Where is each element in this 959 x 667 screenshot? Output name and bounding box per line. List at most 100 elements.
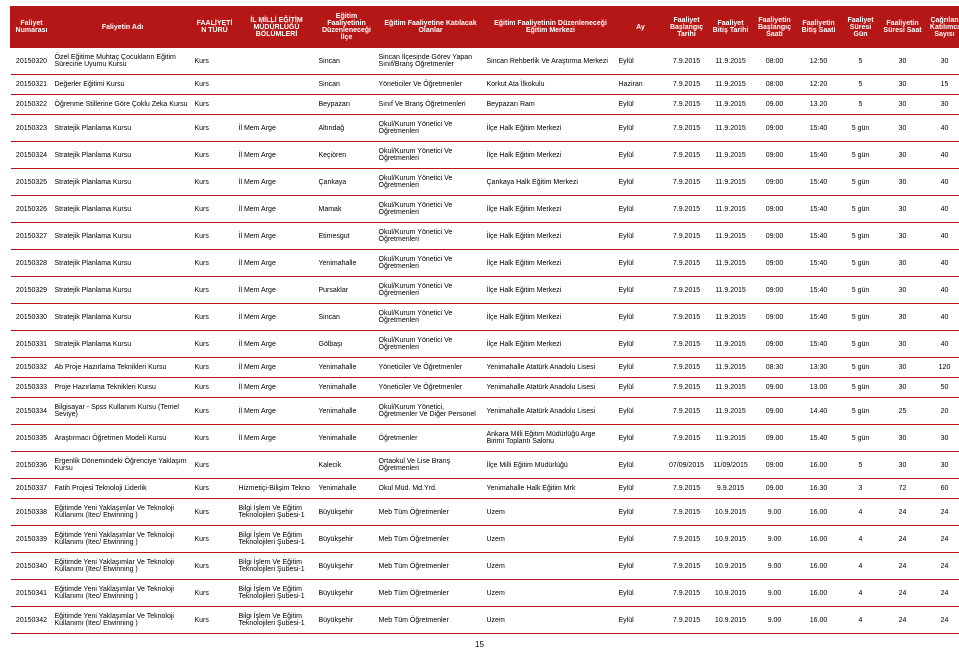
cell: Değerler Eğitimi Kursu <box>53 75 193 95</box>
cell: 15:40 <box>797 277 841 304</box>
cell: Stratejik Planlama Kursu <box>53 277 193 304</box>
cell: 30 <box>925 48 959 75</box>
cell: Büyükşehir <box>317 526 377 553</box>
cell: 40 <box>925 169 959 196</box>
cell: Okul/Kurum Yönetici Ve Öğretmenleri <box>377 196 485 223</box>
cell: 11.9.2015 <box>709 358 753 378</box>
cell: Eylül <box>617 499 665 526</box>
cell: 40 <box>925 331 959 358</box>
cell: 30 <box>881 425 925 452</box>
cell: 7.9.2015 <box>665 75 709 95</box>
cell: 7.9.2015 <box>665 223 709 250</box>
cell: Kurs <box>193 250 237 277</box>
cell: Yenimahalle <box>317 250 377 277</box>
cell: 13.00 <box>797 378 841 398</box>
cell: 16.00 <box>797 526 841 553</box>
cell: Okul/Kurum Yönetici Ve Öğretmenleri <box>377 142 485 169</box>
col-header: Faliyet Numarası <box>11 7 53 48</box>
cell: Eylül <box>617 607 665 634</box>
cell: Eylül <box>617 331 665 358</box>
cell: 30 <box>881 378 925 398</box>
cell: 30 <box>881 48 925 75</box>
cell: Stratejik Planlama Kursu <box>53 142 193 169</box>
cell: 15:40 <box>797 142 841 169</box>
cell: Sınıf Ve Branş Öğretmenleri <box>377 95 485 115</box>
cell: Çankaya Halk Eğitim Merkezi <box>485 169 617 196</box>
cell: 7.9.2015 <box>665 607 709 634</box>
table-row: 20150328Stratejik Planlama KursuKursİl M… <box>11 250 959 277</box>
cell: 11.9.2015 <box>709 331 753 358</box>
cell: 08:30 <box>753 358 797 378</box>
cell: 5 gün <box>841 115 881 142</box>
table-row: 20150333Proje Hazırlama Teknikleri Kursu… <box>11 378 959 398</box>
cell: Kurs <box>193 398 237 425</box>
cell: Eylül <box>617 277 665 304</box>
table-row: 20150329Stratejik Planlama KursuKursİl M… <box>11 277 959 304</box>
cell: Stratejik Planlama Kursu <box>53 196 193 223</box>
cell: Haziran <box>617 75 665 95</box>
cell: Proje Hazırlama Teknikleri Kursu <box>53 378 193 398</box>
cell: 11.9.2015 <box>709 398 753 425</box>
cell: İlçe Milli Eğitim Müdürlüğü <box>485 452 617 479</box>
cell: Kalecik <box>317 452 377 479</box>
cell: İl Mem Arge <box>237 304 317 331</box>
col-header: Eğitim Faaliyetinin Düzenleneceği İlçe <box>317 7 377 48</box>
cell <box>237 75 317 95</box>
cell: 30 <box>881 169 925 196</box>
cell: İlçe Halk Eğitim Merkezi <box>485 115 617 142</box>
cell: İl Mem Arge <box>237 331 317 358</box>
col-header: Faaliyetin Süresi Saat <box>881 7 925 48</box>
cell: İl Mem Arge <box>237 142 317 169</box>
cell: 10.9.2015 <box>709 553 753 580</box>
cell: Kurs <box>193 526 237 553</box>
cell: İlçe Halk Eğitim Merkezi <box>485 304 617 331</box>
cell: 13:30 <box>797 358 841 378</box>
cell: 40 <box>925 196 959 223</box>
cell: 5 <box>841 452 881 479</box>
cell <box>237 452 317 479</box>
cell: Uzem <box>485 526 617 553</box>
cell: 7.9.2015 <box>665 499 709 526</box>
col-header: Faaliyet Süresi Gün <box>841 7 881 48</box>
cell: Uzem <box>485 607 617 634</box>
cell: 15:40 <box>797 223 841 250</box>
cell: Eylül <box>617 452 665 479</box>
table-row: 20150341Eğitimde Yeni Yaklaşımlar Ve Tek… <box>11 580 959 607</box>
cell: 20150339 <box>11 526 53 553</box>
cell: 11.9.2015 <box>709 95 753 115</box>
cell: Bilgi İşlem Ve Eğitim Teknolojileri Şube… <box>237 526 317 553</box>
cell: 09.00 <box>753 425 797 452</box>
col-header: Eğitim Faaliyetine Katılacak Olanlar <box>377 7 485 48</box>
cell: 16.00 <box>797 499 841 526</box>
cell: 09:00 <box>753 115 797 142</box>
table-row: 20150323Stratejik Planlama KursuKursİl M… <box>11 115 959 142</box>
cell: 30 <box>881 277 925 304</box>
cell: Mamak <box>317 196 377 223</box>
cell: 4 <box>841 580 881 607</box>
cell: Araştırmacı Öğretmen Modeli Kursu <box>53 425 193 452</box>
cell: 09.00 <box>753 479 797 499</box>
cell: 5 gün <box>841 277 881 304</box>
cell: 7.9.2015 <box>665 425 709 452</box>
cell: Eğitimde Yeni Yaklaşımlar Ve Teknoloji K… <box>53 526 193 553</box>
cell: Kurs <box>193 378 237 398</box>
cell: Uzem <box>485 580 617 607</box>
cell: 30 <box>881 142 925 169</box>
cell: Büyükşehir <box>317 553 377 580</box>
cell: 12:20 <box>797 75 841 95</box>
cell: Bilgisayar - Spss Kullanım Kursu (Temel … <box>53 398 193 425</box>
cell: 09:00 <box>753 169 797 196</box>
cell: 24 <box>881 553 925 580</box>
cell: 30 <box>881 75 925 95</box>
cell: 24 <box>925 499 959 526</box>
cell: Eylül <box>617 223 665 250</box>
cell: 20150338 <box>11 499 53 526</box>
table-header-row: Faliyet NumarasıFaliyetin AdıFAALİYETİN … <box>11 7 959 48</box>
cell: 24 <box>881 607 925 634</box>
cell: Meb Tüm Öğretmenler <box>377 580 485 607</box>
cell: Kurs <box>193 607 237 634</box>
cell: Eylül <box>617 358 665 378</box>
cell: 40 <box>925 223 959 250</box>
cell: Kurs <box>193 304 237 331</box>
cell: 10.9.2015 <box>709 607 753 634</box>
